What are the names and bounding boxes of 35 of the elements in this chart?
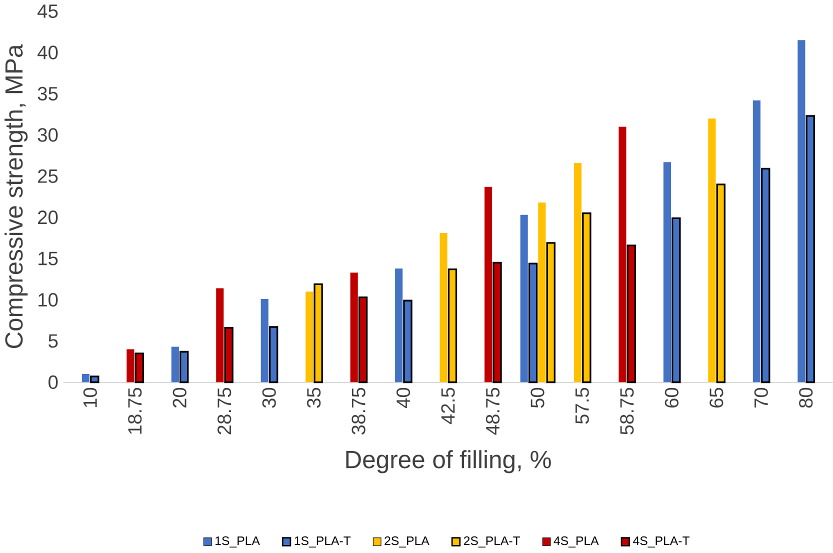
x-tick-label: 28.75: [218, 388, 232, 434]
x-tick-label: 70: [754, 388, 768, 408]
x-tick-label: 57.5: [576, 388, 589, 424]
legend-label: 4S_PLA-T: [633, 536, 690, 548]
y-tick-label: 20: [38, 210, 58, 224]
y-tick-label: 40: [38, 46, 58, 60]
x-tick-label: 80: [799, 388, 813, 408]
legend-label: 1S_PLA-T: [294, 536, 351, 548]
y-tick-label: 45: [38, 4, 58, 18]
legend-label: 4S_PLA: [554, 536, 599, 548]
legend-label: 1S_PLA: [216, 536, 260, 548]
y-tick-label: 35: [38, 87, 58, 101]
x-tick-label: 48.75: [486, 388, 500, 435]
x-tick-label: 42.5: [441, 388, 455, 424]
y-tick-label: 10: [38, 293, 58, 307]
x-tick-label: 50: [530, 388, 544, 408]
x-tick-label: 65: [710, 388, 724, 408]
x-tick-label: 10: [83, 388, 97, 408]
y-tick-label: 5: [48, 334, 58, 348]
legend-label: 2S_PLA-T: [464, 536, 520, 548]
y-tick-label: 25: [38, 170, 58, 184]
x-tick-label: 18.75: [128, 388, 142, 434]
x-tick-label: 58.75: [620, 388, 634, 435]
x-tick-label: 35: [307, 388, 321, 408]
y-axis-title: Compressive strength, MPa: [4, 44, 28, 348]
legend-label: 2S_PLA: [384, 536, 430, 548]
y-tick-label: 0: [48, 376, 58, 390]
y-tick-label: 15: [38, 252, 58, 266]
x-tick-label: 40: [396, 388, 410, 408]
x-tick-label: 60: [664, 388, 678, 408]
x-tick-label: 20: [172, 388, 186, 408]
x-tick-label: 38.75: [352, 388, 366, 435]
x-tick-label: 30: [262, 388, 276, 408]
x-axis-title: Degree of filling, %: [346, 450, 551, 474]
y-tick-label: 30: [38, 128, 58, 142]
